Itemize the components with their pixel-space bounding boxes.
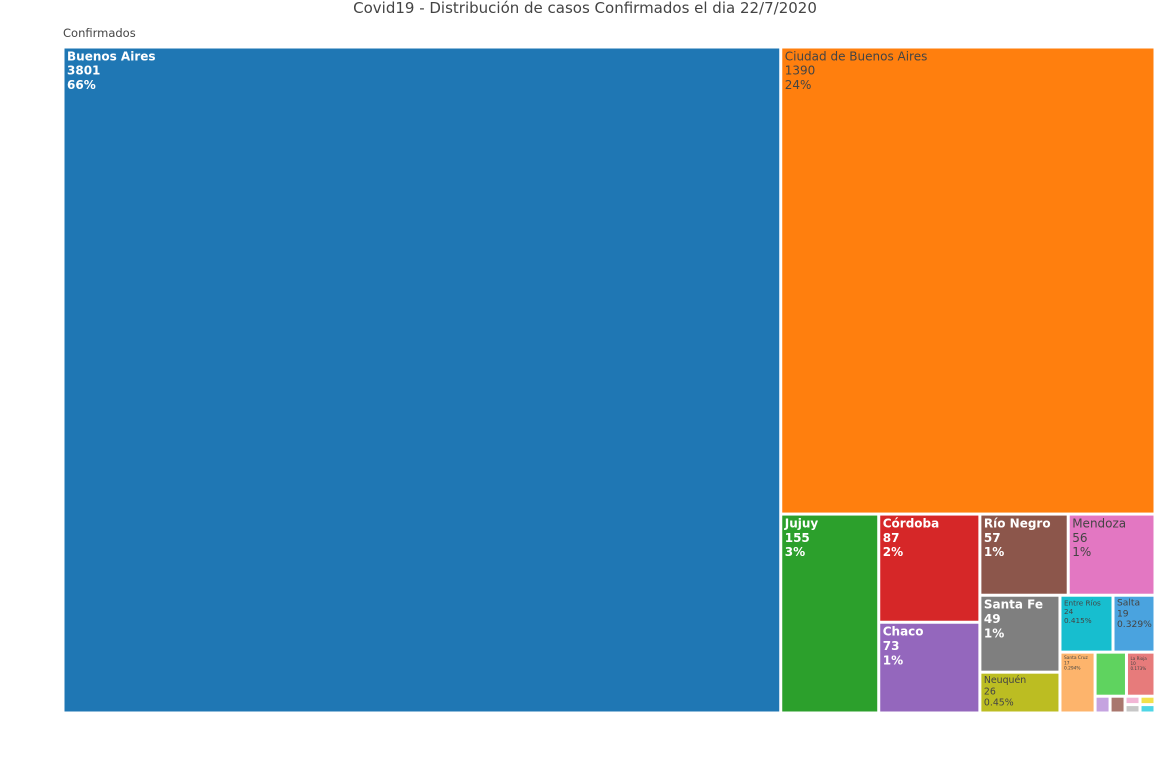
tile-label: Mendoza [1072,516,1126,530]
tile-rect [1096,653,1125,695]
tile-percent: 0.329% [1117,620,1152,630]
tile-percent: 3% [785,545,805,559]
tile-label: Santa Fe [984,598,1043,612]
tile-rect [64,48,780,712]
tile-value: 26 [984,686,996,697]
tile [1096,697,1109,712]
tile-value: 155 [785,531,810,545]
tile-value: 56 [1072,531,1087,545]
tile-rect [1061,653,1094,712]
tile-value: 3801 [67,64,100,78]
tile-value: 19 [1117,609,1129,619]
tile-rect [1061,596,1112,651]
tile [1141,697,1154,704]
tile-label: Río Negro [984,516,1051,530]
tile-rect [782,48,1154,513]
tile-rect [981,673,1059,712]
tile-label: Chaco [883,625,924,639]
tile-percent: 24% [785,78,812,92]
tile-percent: 1% [984,626,1004,640]
tile-percent: 0.294% [1064,666,1081,672]
tile-rect [1126,697,1139,704]
tile-percent: 2% [883,545,903,559]
tile-rect [1141,697,1154,704]
tile [1096,653,1125,695]
tile-rect [1096,697,1109,712]
tile-rect [1114,596,1154,651]
root-label: Confirmados [63,26,136,40]
tile-rect [1111,697,1124,712]
tile-label: La Rioja [1130,656,1147,661]
tile-value: 1390 [785,64,816,78]
tile-value: 57 [984,531,1001,545]
tile [1111,697,1124,712]
tile-label: Ciudad de Buenos Aires [785,49,928,63]
tile-rect [981,596,1059,671]
tile-rect [1126,706,1139,712]
tile-label: Salta [1117,598,1140,608]
tile-percent: 66% [67,78,96,92]
tile-rect [1127,653,1154,695]
tile-rect [981,515,1067,594]
tile-label: Santa Cruz [1064,655,1089,661]
tile-label: Neuquén [984,675,1026,686]
tile-rect [782,515,878,712]
tile-percent: 0.45% [984,698,1014,709]
tile-label: Córdoba [883,516,940,530]
tile-value: 24 [1064,607,1074,616]
tile-percent: 1% [883,653,903,667]
tile-value: 87 [883,531,900,545]
tile-value: 49 [984,612,1001,626]
tile-percent: 0.173% [1130,666,1146,671]
tile-label: Jujuy [784,516,819,530]
tile-percent: 1% [1072,545,1091,559]
tile-value: 10 [1130,661,1136,666]
tile-percent: 1% [984,545,1004,559]
tile-rect [880,515,979,621]
tile-rect [1069,515,1154,594]
tile-rect [1141,706,1154,712]
tile-label: Buenos Aires [67,49,156,63]
tile-label: Entre Ríos [1064,598,1101,607]
tile-percent: 0.415% [1064,616,1092,625]
tile [1126,706,1139,712]
chart-title: Covid19 - Distribución de casos Confirma… [353,0,817,17]
tile [1126,697,1139,704]
tile [1141,706,1154,712]
tile-value: 73 [883,639,900,653]
tile-value: 17 [1064,660,1070,666]
tile-rect [880,623,979,712]
